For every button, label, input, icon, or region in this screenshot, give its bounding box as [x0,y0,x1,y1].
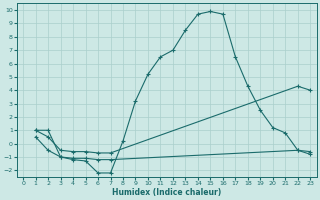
X-axis label: Humidex (Indice chaleur): Humidex (Indice chaleur) [112,188,221,197]
